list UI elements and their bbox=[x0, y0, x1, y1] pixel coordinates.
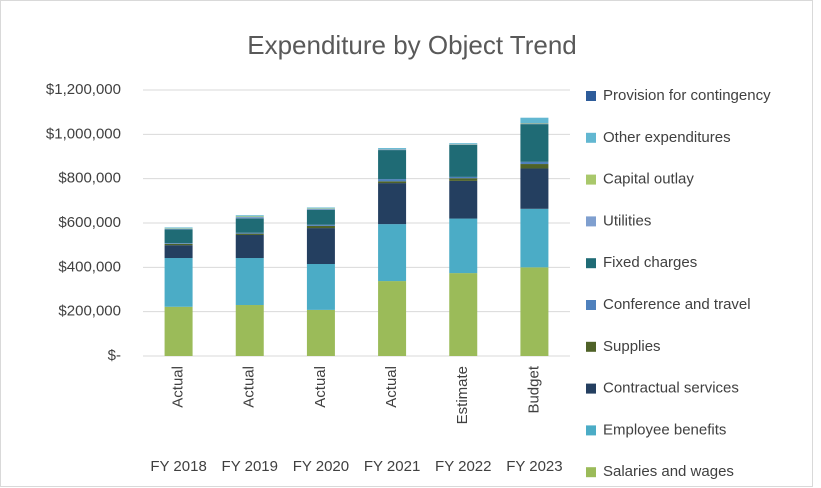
bar-segment bbox=[520, 164, 549, 169]
x-tick-label: Estimate bbox=[454, 366, 471, 424]
bar-segment bbox=[164, 258, 193, 307]
bar-segment bbox=[235, 258, 264, 306]
bar-segment bbox=[449, 273, 478, 356]
bar-segment bbox=[520, 117, 549, 124]
bar-segment bbox=[378, 281, 407, 356]
bar-segment bbox=[378, 181, 407, 184]
x-tick-label: Actual bbox=[312, 366, 329, 408]
bar-segment bbox=[306, 225, 335, 229]
x-tick-label: Budget bbox=[525, 365, 542, 413]
bar-segment bbox=[449, 144, 478, 177]
legend-label: Employee benefits bbox=[603, 421, 726, 438]
bar-segment bbox=[520, 208, 549, 268]
bar-segment bbox=[520, 123, 549, 125]
legend-label: Other expenditures bbox=[603, 129, 731, 146]
bar-segment bbox=[378, 148, 407, 150]
bar-segment bbox=[306, 208, 335, 210]
bar-segment bbox=[378, 149, 407, 151]
legend-swatch bbox=[586, 383, 596, 394]
bar-segment bbox=[306, 228, 335, 265]
y-tick-label: $800,000 bbox=[58, 170, 121, 187]
bar-segment bbox=[164, 227, 193, 229]
y-tick-label: $600,000 bbox=[58, 214, 121, 231]
bar-segment bbox=[449, 178, 478, 181]
bar-segment bbox=[164, 243, 193, 246]
bar-segment bbox=[378, 224, 407, 282]
legend-swatch bbox=[586, 91, 596, 101]
bar-segment bbox=[164, 306, 193, 356]
bar-segment bbox=[306, 309, 335, 356]
legend-swatch bbox=[586, 216, 596, 227]
legend-label: Conference and travel bbox=[603, 296, 751, 313]
y-tick-label: $400,000 bbox=[58, 258, 121, 275]
bar-segment bbox=[378, 179, 407, 182]
bar-segment bbox=[164, 228, 193, 230]
bar-segment bbox=[520, 124, 549, 162]
bar-segment bbox=[164, 229, 193, 244]
y-tick-label: $200,000 bbox=[58, 303, 121, 320]
bar-segment bbox=[235, 216, 264, 218]
y-tick-label: $1,000,000 bbox=[46, 125, 121, 142]
x-group-label: FY 2023 bbox=[506, 458, 562, 475]
y-tick-label: $1,200,000 bbox=[46, 81, 121, 98]
legend-swatch bbox=[586, 258, 596, 269]
x-tick-label: Actual bbox=[383, 366, 400, 408]
bar-segment bbox=[235, 234, 264, 259]
x-group-label: FY 2020 bbox=[293, 458, 349, 475]
chart-title: Expenditure by Object Trend bbox=[247, 30, 577, 60]
y-tick-label: $- bbox=[108, 347, 121, 364]
bar-segment bbox=[378, 150, 407, 180]
x-tick-label: Actual bbox=[170, 366, 187, 408]
bar-segment bbox=[306, 264, 335, 310]
legend-label: Capital outlay bbox=[603, 171, 694, 188]
bar-segment bbox=[164, 243, 193, 244]
x-tick-label: Actual bbox=[241, 366, 258, 408]
bar-segment bbox=[449, 143, 478, 145]
bar-segment bbox=[378, 183, 407, 225]
bar-segment bbox=[449, 180, 478, 219]
bar-segment bbox=[306, 209, 335, 225]
bar-segment bbox=[235, 232, 264, 234]
bar-segment bbox=[520, 267, 549, 356]
bar-segment bbox=[235, 218, 264, 233]
legend-label: Salaries and wages bbox=[603, 463, 734, 480]
legend-swatch bbox=[586, 425, 596, 436]
bar-segment bbox=[235, 215, 264, 217]
bar-segment bbox=[520, 161, 549, 165]
bar-segment bbox=[164, 245, 193, 259]
bar-segment bbox=[449, 176, 478, 179]
bar-segment bbox=[520, 168, 549, 209]
bar-segment bbox=[235, 217, 264, 219]
legend-label: Contractual services bbox=[603, 380, 739, 397]
legend-swatch bbox=[586, 467, 596, 478]
bar-segment bbox=[235, 305, 264, 356]
legend-swatch bbox=[586, 341, 596, 352]
legend-label: Provision for contingency bbox=[603, 87, 771, 104]
x-group-label: FY 2019 bbox=[222, 458, 278, 475]
x-group-label: FY 2018 bbox=[150, 458, 206, 475]
bar-segment bbox=[306, 224, 335, 226]
bar-segment bbox=[449, 218, 478, 274]
legend-label: Supplies bbox=[603, 338, 661, 355]
x-group-label: FY 2021 bbox=[364, 458, 420, 475]
bar-segment bbox=[306, 207, 335, 209]
legend-swatch bbox=[586, 300, 596, 310]
legend-swatch bbox=[586, 132, 596, 143]
x-group-label: FY 2022 bbox=[435, 458, 491, 475]
bar-segment bbox=[235, 233, 264, 235]
legend-swatch bbox=[586, 174, 596, 185]
legend-label: Utilities bbox=[603, 212, 651, 229]
legend-label: Fixed charges bbox=[603, 254, 697, 271]
